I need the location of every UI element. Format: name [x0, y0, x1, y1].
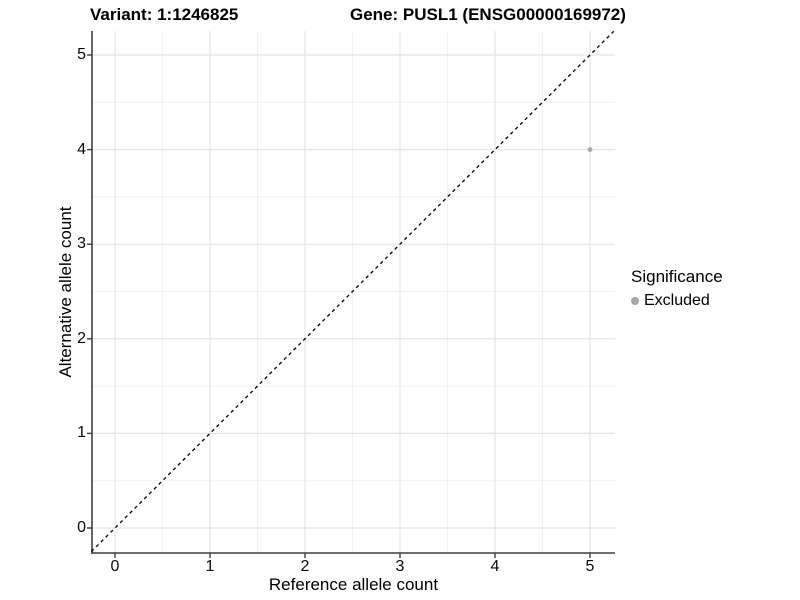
legend-entry: Excluded: [631, 290, 723, 312]
y-tick-label: 5: [77, 46, 86, 63]
x-tick-label: 3: [395, 558, 405, 575]
x-tick-label: 5: [585, 558, 595, 575]
y-tick-label: 0: [77, 519, 86, 536]
y-tick-label: 4: [77, 140, 86, 158]
gene-title: Gene: PUSL1 (ENSG00000169972): [350, 5, 626, 24]
y-tick-label: 3: [77, 235, 86, 253]
x-axis-title: Reference allele count: [268, 575, 439, 594]
legend-point-icon: [631, 297, 639, 305]
y-axis-title: Alternative allele count: [56, 206, 75, 378]
x-tick-label: 2: [300, 558, 310, 575]
x-tick-label: 0: [110, 558, 120, 575]
legend: Significance Excluded: [631, 265, 723, 312]
legend-entry-label: Excluded: [644, 292, 710, 309]
x-tick-label: 1: [205, 558, 215, 575]
variant-title: Variant: 1:1246825: [90, 5, 239, 24]
identity-dashed-line: [90, 30, 615, 553]
y-tick-label: 1: [77, 424, 86, 442]
legend-title: Significance: [631, 267, 723, 286]
data-point: [587, 147, 593, 153]
x-tick-label: 4: [490, 558, 500, 575]
y-tick-label: 2: [77, 329, 86, 347]
